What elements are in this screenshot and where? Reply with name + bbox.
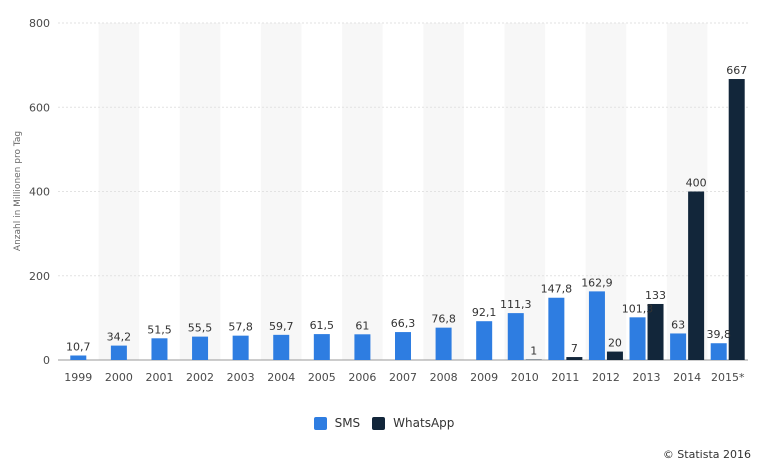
data-label-sms: 59,7: [269, 320, 294, 333]
data-label-sms: 61,5: [310, 319, 335, 332]
data-label-sms: 92,1: [472, 306, 497, 319]
x-tick-label: 2009: [470, 371, 498, 384]
data-labels: 10,7 34,2 51,5 55,5 57,8 59,7 61,5 61 66,3 76,8 92…: [66, 64, 747, 358]
bar-sms[interactable]: [507, 313, 524, 360]
data-label-whatsapp: 1: [530, 345, 537, 358]
data-label-sms: 10,7: [66, 340, 91, 353]
source-credit: © Statista 2016: [662, 448, 751, 461]
bar-sms[interactable]: [629, 317, 646, 360]
legend-label-whatsapp: WhatsApp: [393, 416, 455, 430]
data-label-sms: 66,3: [391, 317, 416, 330]
legend-label-sms: SMS: [334, 416, 361, 430]
bar-whatsapp[interactable]: [606, 351, 623, 360]
bar-chart: 0 200 400 600 800 1999 2000 2001 2002 2003 2004 20…: [13, 17, 748, 384]
y-tick-label: 600: [29, 101, 50, 114]
data-label-sms: 55,5: [188, 322, 213, 335]
y-axis-ticks: 0 200 400 600 800: [29, 17, 50, 367]
data-label-sms: 61: [355, 319, 369, 332]
bar-sms[interactable]: [110, 345, 127, 360]
x-tick-label: 2003: [227, 371, 255, 384]
data-label-whatsapp: 20: [608, 337, 622, 350]
x-tick-label: 2006: [348, 371, 376, 384]
bar-sms[interactable]: [395, 332, 411, 360]
bars: [70, 79, 745, 361]
bar-sms[interactable]: [588, 291, 605, 360]
legend-swatch-sms: [313, 416, 327, 430]
bar-sms[interactable]: [70, 355, 87, 360]
legend-swatch-whatsapp: [372, 416, 386, 430]
x-tick-label: 2010: [511, 371, 539, 384]
legend: SMS WhatsApp: [0, 416, 768, 430]
data-label-sms: 63: [671, 318, 685, 331]
bar-sms[interactable]: [435, 327, 452, 360]
bar-sms[interactable]: [192, 336, 209, 360]
legend-item-sms[interactable]: SMS: [313, 416, 361, 430]
y-tick-label: 800: [29, 17, 50, 30]
x-tick-label: 2000: [105, 371, 133, 384]
bar-sms[interactable]: [476, 321, 493, 360]
data-label-whatsapp: 400: [686, 177, 707, 190]
data-label-whatsapp: 667: [726, 64, 747, 77]
y-tick-label: 400: [29, 186, 50, 199]
bar-whatsapp[interactable]: [688, 191, 705, 361]
data-label-sms: 111,3: [500, 298, 532, 311]
y-tick-label: 0: [43, 354, 50, 367]
x-tick-label: 2008: [430, 371, 458, 384]
x-tick-label: 1999: [64, 371, 92, 384]
x-tick-label: 2012: [592, 371, 620, 384]
bar-sms[interactable]: [151, 338, 168, 360]
bar-sms[interactable]: [273, 334, 290, 360]
y-axis-label: Anzahl in Millionen pro Tag: [13, 131, 23, 251]
x-tick-label: 2005: [308, 371, 336, 384]
data-label-sms: 51,5: [147, 323, 172, 336]
x-tick-label: 2011: [551, 371, 579, 384]
bar-sms[interactable]: [313, 334, 330, 360]
data-label-sms: 101,3: [622, 302, 654, 315]
bar-whatsapp[interactable]: [566, 357, 583, 360]
bar-sms[interactable]: [232, 335, 249, 360]
data-label-sms: 57,8: [228, 321, 253, 334]
x-tick-label: 2013: [633, 371, 661, 384]
x-axis-ticks: 1999 2000 2001 2002 2003 2004 2005 2006 2007 2008…: [64, 371, 745, 384]
bar-sms[interactable]: [354, 334, 371, 360]
bar-sms[interactable]: [548, 297, 565, 360]
data-label-sms: 39,8: [706, 328, 731, 341]
x-tick-label: 2015*: [711, 371, 745, 384]
bar-sms[interactable]: [670, 333, 687, 360]
data-label-sms: 34,2: [107, 331, 132, 344]
bar-whatsapp[interactable]: [647, 303, 664, 360]
data-label-sms: 147,8: [541, 283, 573, 296]
x-tick-label: 2004: [267, 371, 295, 384]
data-label-whatsapp: 7: [571, 342, 578, 355]
x-tick-label: 2002: [186, 371, 214, 384]
x-tick-label: 2001: [145, 371, 173, 384]
y-tick-label: 200: [29, 270, 50, 283]
x-tick-label: 2014: [673, 371, 701, 384]
data-label-whatsapp: 133: [645, 289, 666, 302]
data-label-sms: 76,8: [431, 313, 456, 326]
x-tick-label: 2007: [389, 371, 417, 384]
data-label-sms: 162,9: [581, 276, 613, 289]
legend-item-whatsapp[interactable]: WhatsApp: [372, 416, 454, 430]
bar-whatsapp[interactable]: [728, 79, 745, 361]
bar-sms[interactable]: [710, 343, 727, 360]
